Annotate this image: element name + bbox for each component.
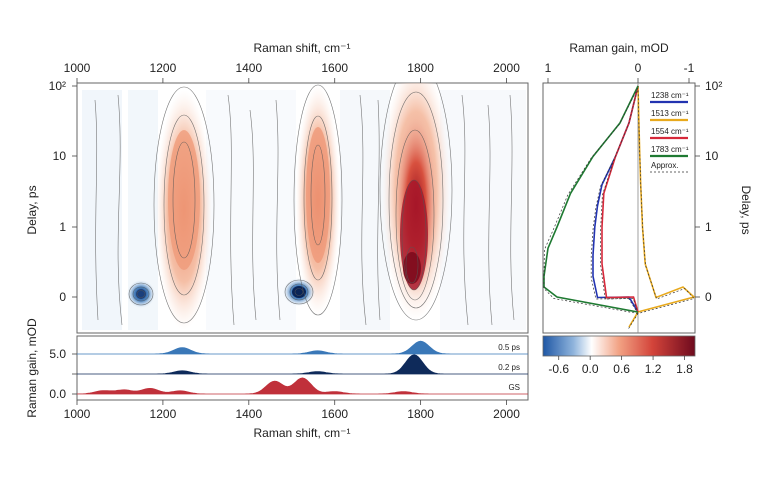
kinetics-right-axis: 0 1 10 10² <box>695 79 722 304</box>
left-tick-label: 10 <box>53 149 67 163</box>
kinetics-approx-line <box>628 87 695 329</box>
spectrum-label: 0.2 ps <box>498 363 520 372</box>
legend-label: Approx. <box>651 161 679 170</box>
kinetics-series <box>543 85 696 329</box>
spectra-ylabel: Raman gain, mOD <box>25 318 39 418</box>
bottom-tick-label: 2000 <box>493 407 520 421</box>
colorbar <box>542 335 696 357</box>
kinetics-right-tick-label: 10² <box>705 79 722 93</box>
spectrum-trace <box>76 377 528 395</box>
left-tick-label: 10² <box>49 79 66 93</box>
kinetics-right-tick-label: 1 <box>705 220 712 234</box>
bottom-tick-label: 1400 <box>235 407 262 421</box>
left-tick-label: 1 <box>59 220 66 234</box>
kinetics-approx-line <box>600 87 639 314</box>
legend-label: 1238 cm⁻¹ <box>651 91 689 100</box>
heatmap-top-axis: 1000 1200 1400 1600 1800 2000 <box>64 61 520 83</box>
legend-label: 1783 cm⁻¹ <box>651 145 689 154</box>
colorbar-tick-label: 0.0 <box>582 362 599 376</box>
legend-label: 1554 cm⁻¹ <box>651 127 689 136</box>
top-tick-label: 1400 <box>235 61 262 75</box>
kinetics-panel: 1238 cm⁻¹ 1513 cm⁻¹ 1554 cm⁻¹ 1783 cm⁻¹ Appr… <box>542 82 696 334</box>
top-tick-label: 1200 <box>150 61 177 75</box>
kinetics-top-tick-label: -1 <box>684 61 695 75</box>
top-tick-label: 1800 <box>407 61 434 75</box>
spectra-left-axis: 5.0 0.0 <box>49 347 77 401</box>
spectra-tick-label: 5.0 <box>49 347 66 361</box>
kinetics-ylabel: Delay, ps <box>739 185 753 234</box>
heatmap-field <box>82 83 526 330</box>
spectrum-label: GS <box>508 383 520 392</box>
top-tick-label: 1000 <box>64 61 91 75</box>
colorbar-tick-label: -0.6 <box>548 362 569 376</box>
spectra-tick-label: 0.0 <box>49 387 66 401</box>
bottom-tick-label: 1800 <box>407 407 434 421</box>
top-tick-label: 2000 <box>493 61 520 75</box>
kinetics-xlabel: Raman gain, mOD <box>569 41 669 55</box>
spectra-bottom-axis: 1000 1200 1400 1600 1800 2000 <box>64 400 520 421</box>
bottom-tick-label: 1000 <box>64 407 91 421</box>
kinetics-top-tick-label: 0 <box>635 61 642 75</box>
heatmap-top-xlabel: Raman shift, cm⁻¹ <box>253 41 350 55</box>
colorbar-ticks: -0.6 0.0 0.6 1.2 1.8 <box>548 356 693 376</box>
spectrum-label: 0.5 ps <box>498 343 520 352</box>
kinetics-top-axis: 1 0 -1 <box>545 61 695 83</box>
colorbar-tick-label: 0.6 <box>613 362 630 376</box>
kinetics-approx-line <box>543 87 639 314</box>
kinetics-legend: 1238 cm⁻¹ 1513 cm⁻¹ 1554 cm⁻¹ 1783 cm⁻¹ Appr… <box>650 91 689 173</box>
kinetics-right-tick-label: 10 <box>705 149 719 163</box>
colorbar-tick-label: 1.8 <box>676 362 693 376</box>
kinetics-top-tick-label: 1 <box>545 61 552 75</box>
bottom-tick-label: 1200 <box>150 407 177 421</box>
bottom-tick-label: 1600 <box>321 407 348 421</box>
kinetics-right-tick-label: 0 <box>705 290 712 304</box>
left-tick-label: 0 <box>59 290 66 304</box>
heatmap-panel <box>76 82 529 334</box>
spectrum-trace <box>77 340 528 355</box>
spectra-series: 0.5 ps 0.2 ps GS <box>76 340 528 395</box>
colorbar-tick-label: 1.2 <box>645 362 662 376</box>
heatmap-left-axis: 0 1 10 10² <box>49 79 77 304</box>
spectra-panel: 0.5 ps 0.2 ps GS <box>76 335 529 401</box>
legend-label: 1513 cm⁻¹ <box>651 109 689 118</box>
top-tick-label: 1600 <box>321 61 348 75</box>
heatmap-ylabel: Delay, ps <box>25 185 39 234</box>
spectra-xlabel: Raman shift, cm⁻¹ <box>253 426 350 440</box>
spectrum-trace <box>77 354 528 375</box>
